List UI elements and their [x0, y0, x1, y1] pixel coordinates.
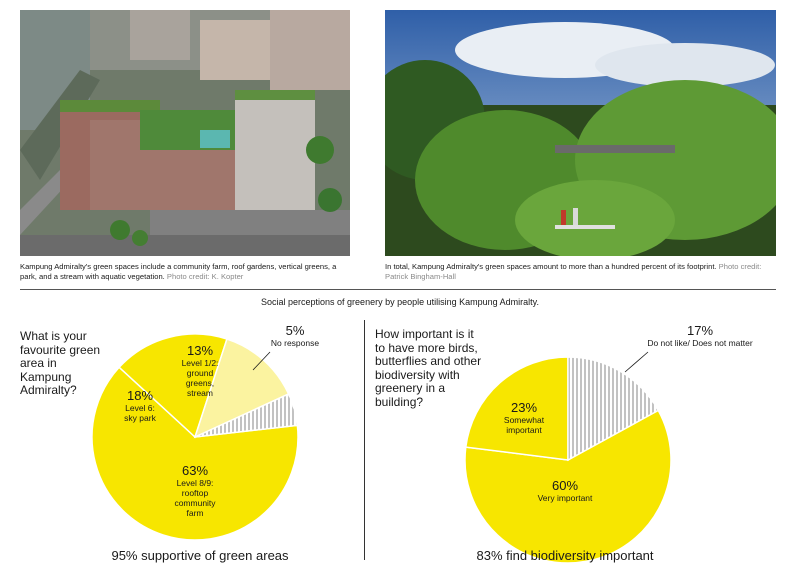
slice-percent-label: 63%: [182, 463, 208, 478]
section-divider-line: [20, 289, 776, 290]
slice-category-label: No response: [271, 338, 319, 348]
photo-caption-right: In total, Kampung Admiralty's green spac…: [385, 262, 776, 282]
chart-question: How important is it to have more birds, …: [375, 327, 482, 409]
slice-category-label: farm: [187, 508, 204, 518]
pie-slice: [118, 333, 228, 439]
slice-percent-label: 60%: [552, 478, 578, 493]
slice-category-label: important: [506, 425, 542, 435]
pie-slice: [567, 356, 660, 462]
section-title: Social perceptions of greenery by people…: [261, 297, 539, 307]
slice-category-label: rooftop: [182, 488, 209, 498]
pie-slice: [193, 338, 290, 439]
rooftop-greenery-photo: [385, 10, 776, 256]
slice-category-label: Level 8/9:: [177, 478, 214, 488]
slice-percent-label: 5%: [286, 323, 305, 338]
photo-credit: Photo credit: Patrick Bingham-Hall: [385, 262, 762, 281]
pie-chart-favourite-area: 63%Level 8/9:rooftopcommunityfarm18%Leve…: [91, 323, 319, 541]
photo-credit: Photo credit: K. Kopter: [166, 272, 244, 281]
slice-category-label: Do not like/ Does not matter: [647, 338, 753, 348]
pie-slice: [91, 366, 299, 541]
slice-category-label: greens,: [186, 378, 214, 388]
slice-category-label: Level 1/2:: [182, 358, 219, 368]
slice-category-label: stream: [187, 388, 213, 398]
slice-category-label: Somewhat: [504, 415, 545, 425]
caption-text: In total, Kampung Admiralty's green spac…: [385, 262, 717, 271]
slice-percent-label: 17%: [687, 323, 713, 338]
slice-percent-label: 13%: [187, 343, 213, 358]
slice-category-label: Level 6:: [125, 403, 155, 413]
chart-summary: 95% supportive of green areas: [111, 548, 289, 563]
pie-slice: [464, 409, 672, 564]
slice-category-label: Very important: [538, 493, 593, 503]
slice-category-label: sky park: [124, 413, 156, 423]
aerial-building-photo: [20, 10, 350, 256]
slice-percent-label: 18%: [127, 388, 153, 403]
slice-percent-label: 23%: [511, 400, 537, 415]
photo-caption-left: Kampung Admiralty's green spaces include…: [20, 262, 350, 282]
label-leader-line: [252, 351, 271, 371]
chart-summary: 83% find biodiversity important: [476, 548, 654, 563]
pie-slice: [194, 392, 299, 438]
chart-question: What is your favourite green area in Kam…: [20, 329, 101, 397]
chart-divider-line: [364, 320, 365, 560]
caption-text: Kampung Admiralty's green spaces include…: [20, 262, 337, 281]
label-leader-line: [624, 351, 649, 373]
slice-category-label: community: [174, 498, 216, 508]
pie-slice: [464, 356, 569, 461]
slice-category-label: ground: [187, 368, 214, 378]
